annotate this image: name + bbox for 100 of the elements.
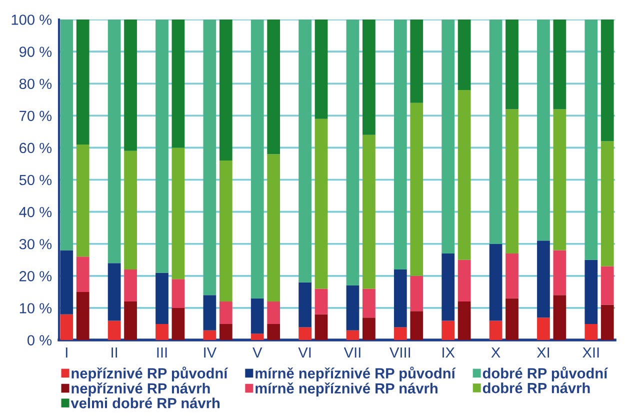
- bar: [410, 102, 424, 276]
- legend-label: velmi dobré RP návrh: [70, 397, 220, 408]
- bar: [267, 19, 280, 154]
- bar: [108, 19, 121, 264]
- bar: [124, 150, 137, 270]
- x-tick-label: I: [66, 348, 68, 358]
- bar: [172, 308, 185, 340]
- bar: [172, 148, 185, 280]
- y-tick-label: 30 %: [19, 238, 52, 250]
- bar: [584, 260, 598, 324]
- bar: [442, 253, 455, 321]
- bar: [219, 324, 232, 340]
- bar: [346, 286, 360, 330]
- bar: [410, 19, 424, 103]
- bar: [537, 19, 550, 241]
- bar: [124, 19, 137, 151]
- bar: [394, 19, 407, 270]
- x-tick-label: II: [112, 348, 118, 358]
- bar: [410, 276, 424, 312]
- bar: [267, 324, 280, 340]
- bar: [250, 298, 264, 334]
- bar: [346, 19, 360, 286]
- bar: [458, 260, 471, 302]
- bar: [537, 318, 550, 340]
- x-tick-label: VIII: [390, 348, 410, 358]
- bar: [553, 250, 566, 296]
- bar: [314, 314, 328, 340]
- legend-label: mírně nepříznivé RP původní: [256, 366, 456, 382]
- bar: [362, 19, 376, 135]
- bar: [458, 19, 471, 90]
- bar: [203, 295, 216, 330]
- x-tick-label: VI: [298, 348, 311, 358]
- bar: [362, 288, 376, 318]
- bar: [219, 19, 232, 161]
- bar: [506, 109, 518, 254]
- bar: [506, 253, 518, 298]
- bar: [346, 330, 360, 340]
- bar: [172, 279, 185, 308]
- legend-label: dobré RP původní: [482, 366, 608, 382]
- y-tick-label: 20 %: [20, 271, 52, 282]
- bar: [553, 19, 566, 110]
- bar: [458, 90, 471, 260]
- x-tick-label: VII: [344, 348, 360, 358]
- bar: [314, 19, 328, 119]
- bar: [394, 270, 407, 328]
- y-tick-label: 80 %: [19, 78, 52, 90]
- bar: [600, 266, 614, 305]
- bar: [219, 302, 232, 324]
- bar: [76, 292, 90, 340]
- y-tick-label: 100 %: [12, 14, 52, 25]
- bar: [314, 288, 328, 314]
- bar: [600, 304, 614, 340]
- x-tick-label: III: [157, 348, 167, 358]
- bar: [76, 144, 90, 257]
- legend-label: nepříznivé RP návrh: [72, 382, 210, 396]
- bar: [108, 263, 121, 321]
- legend-label: nepříznivé RP původní: [72, 366, 228, 382]
- bar: [124, 270, 137, 302]
- legend-label: dobré RP návrh: [482, 382, 590, 394]
- x-tick-label: IX: [442, 348, 455, 358]
- bar: [60, 250, 74, 314]
- x-tick-label: XII: [582, 348, 599, 358]
- legend-label: mírně nepříznivé RP návrh: [256, 382, 438, 396]
- x-tick-label: V: [252, 348, 262, 358]
- bar: [250, 19, 264, 298]
- bar: [172, 19, 185, 148]
- y-tick-label: 50 %: [19, 174, 52, 186]
- x-tick-label: IV: [204, 348, 217, 358]
- bar: [298, 282, 312, 328]
- bar: [600, 19, 614, 142]
- bar: [489, 19, 502, 244]
- bar: [298, 327, 312, 340]
- bar: [156, 324, 168, 340]
- y-tick-label: 60 %: [20, 142, 52, 154]
- bar: [410, 311, 424, 340]
- y-tick-label: 0 %: [27, 335, 52, 346]
- bar: [203, 19, 216, 296]
- bar: [506, 298, 518, 340]
- bar: [584, 19, 598, 260]
- bar: [267, 302, 280, 324]
- bar: [60, 314, 74, 340]
- bar: [314, 118, 328, 289]
- y-tick-label: 10 %: [20, 303, 52, 314]
- x-tick-label: X: [491, 348, 500, 358]
- bar: [442, 19, 455, 254]
- bar: [60, 19, 74, 250]
- bar: [203, 330, 216, 340]
- bar: [537, 240, 550, 318]
- bar: [219, 160, 232, 302]
- x-tick-label: XI: [536, 348, 550, 358]
- bar: [442, 320, 455, 340]
- bar: [156, 19, 168, 273]
- bar: [156, 272, 168, 324]
- bar: [250, 334, 264, 340]
- bar: [124, 302, 137, 340]
- y-tick-label: 70 %: [20, 110, 52, 122]
- bar: [489, 244, 502, 321]
- bar: [267, 154, 280, 302]
- y-tick-label: 90 %: [20, 46, 52, 57]
- bar: [298, 19, 312, 282]
